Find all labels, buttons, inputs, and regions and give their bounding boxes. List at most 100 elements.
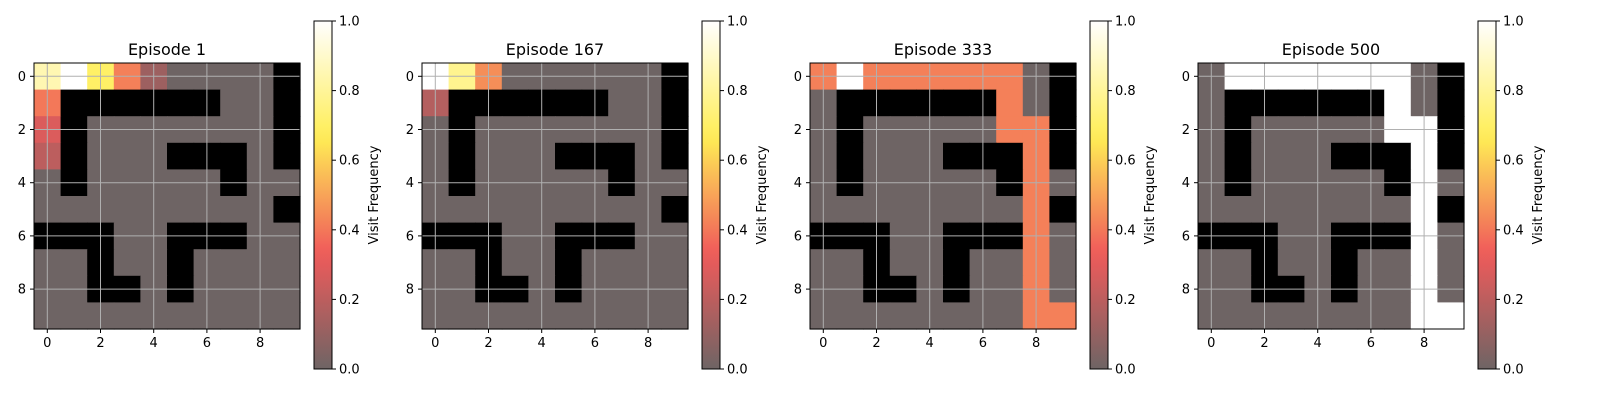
x-tick-label: 4	[150, 336, 158, 351]
heat-cell	[889, 302, 917, 330]
heat-cell	[1049, 249, 1077, 277]
wall-cell	[1331, 142, 1359, 170]
heat-cell	[608, 249, 636, 277]
colorbar-tick-label: 0.4	[727, 223, 748, 238]
heat-cell	[1277, 249, 1305, 277]
heat-cell	[448, 249, 476, 277]
heat-cell	[1224, 196, 1252, 224]
y-tick-label: 2	[794, 123, 802, 138]
colorbar-tick-label: 1.0	[727, 15, 748, 30]
colorbar-tick-label: 0.2	[727, 293, 748, 308]
x-tick-label: 4	[1314, 336, 1322, 351]
heat-cell	[167, 302, 195, 330]
wall-cell	[448, 89, 476, 117]
heat-cell	[501, 249, 529, 277]
y-tick-label: 0	[794, 70, 802, 85]
wall-cell	[167, 249, 195, 277]
heat-cell	[1331, 196, 1359, 224]
wall-cell	[1437, 89, 1465, 117]
colorbar: 0.0 0.2 0.4 0.6 0.8 1.0 Visit Frequency	[1477, 15, 1546, 378]
x-tick-label: 2	[1260, 336, 1268, 351]
heat-cell	[1224, 302, 1252, 330]
heat-cell	[167, 196, 195, 224]
heat-cell	[943, 302, 971, 330]
colorbar-label: Visit Frequency	[1531, 145, 1546, 244]
panel-title: Episode 500	[1282, 40, 1380, 59]
visited-cell	[1049, 302, 1077, 330]
wall-cell	[943, 89, 971, 117]
axes-frame	[809, 62, 1077, 330]
colorbar-tick-label: 1.0	[339, 15, 360, 30]
wall-cell	[1277, 89, 1305, 117]
panel-title: Episode 167	[506, 40, 604, 59]
colorbar-tick-label: 0.4	[1115, 223, 1136, 238]
heat-cell	[889, 142, 917, 170]
wall-cell	[1437, 196, 1465, 224]
wall-cell	[1224, 142, 1252, 170]
heat-cell	[220, 196, 248, 224]
heat-cell	[501, 142, 529, 170]
x-tick-label: 0	[819, 336, 827, 351]
wall-cell	[60, 89, 88, 117]
heat-cell	[608, 302, 636, 330]
colorbar-tick-label: 0.8	[1115, 84, 1136, 99]
colorbar-gradient	[701, 20, 721, 370]
colorbar-tick-label: 0.8	[1503, 84, 1524, 99]
wall-cell	[608, 142, 636, 170]
x-tick-label: 2	[484, 336, 492, 351]
colorbar-tick-label: 0.6	[727, 154, 748, 169]
wall-cell	[1049, 89, 1077, 117]
y-tick-label: 6	[406, 229, 414, 244]
y-tick-label: 8	[18, 283, 26, 298]
colorbar-tick-label: 1.0	[1115, 15, 1136, 30]
colorbar-tick-label: 0.6	[1115, 154, 1136, 169]
panel-title: Episode 1	[128, 40, 206, 59]
y-tick-label: 2	[1182, 123, 1190, 138]
wall-cell	[60, 142, 88, 170]
wall-cell	[661, 196, 689, 224]
heat-cell	[1384, 196, 1412, 224]
wall-cell	[943, 142, 971, 170]
heat-cell	[113, 142, 141, 170]
wall-cell	[889, 89, 917, 117]
y-tick-label: 0	[406, 70, 414, 85]
wall-cell	[1331, 89, 1359, 117]
x-tick-label: 8	[644, 336, 652, 351]
wall-cell	[1049, 142, 1077, 170]
y-tick-label: 4	[794, 176, 802, 191]
heat-cell	[501, 302, 529, 330]
heat-cell	[836, 302, 864, 330]
heat-cell	[273, 302, 301, 330]
colorbar-tick-label: 0.0	[339, 363, 360, 378]
heat-cell	[1277, 302, 1305, 330]
x-tick-label: 0	[43, 336, 51, 351]
colorbar-label: Visit Frequency	[755, 145, 770, 244]
wall-cell	[273, 142, 301, 170]
heat-cell	[1384, 249, 1412, 277]
heatmap-panel-4: Episode 500 0 2 4 6 8 0 2 4 6 8 0.0 0.2 0.4 0.6 0.8 1.0 V…	[1182, 15, 1546, 378]
heat-cell	[448, 196, 476, 224]
heat-cell	[1331, 302, 1359, 330]
wall-cell	[273, 196, 301, 224]
colorbar-tick-label: 0.6	[1503, 154, 1524, 169]
heat-cell	[220, 89, 248, 117]
wall-cell	[501, 89, 529, 117]
heat-cell	[836, 249, 864, 277]
heat-cell	[1384, 302, 1412, 330]
y-tick-label: 8	[406, 283, 414, 298]
wall-cell	[661, 89, 689, 117]
wall-cell	[661, 142, 689, 170]
x-tick-label: 0	[1207, 336, 1215, 351]
visited-cell	[996, 89, 1024, 117]
y-tick-label: 4	[406, 176, 414, 191]
y-tick-label: 2	[406, 123, 414, 138]
colorbar-label: Visit Frequency	[367, 145, 382, 244]
x-tick-label: 6	[979, 336, 987, 351]
heat-cell	[996, 249, 1024, 277]
y-tick-label: 4	[18, 176, 26, 191]
colorbar-tick-label: 0.6	[339, 154, 360, 169]
colorbar-tick-label: 0.0	[1115, 363, 1136, 378]
y-tick-label: 4	[1182, 176, 1190, 191]
y-tick-label: 6	[794, 229, 802, 244]
heat-cell	[661, 302, 689, 330]
